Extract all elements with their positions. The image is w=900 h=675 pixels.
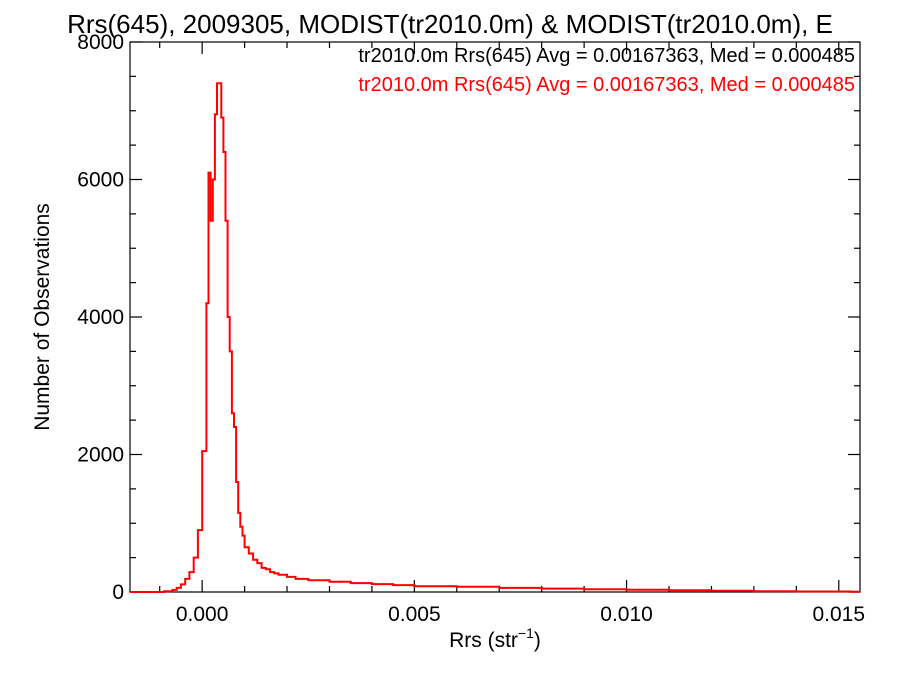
y-tick-label: 6000 [77,169,124,192]
legend-entry-red: tr2010.0m Rrs(645) Avg = 0.00167363, Med… [358,74,855,96]
tick-labels: 0.000 0.005 0.010 0.015 0 2000 4000 6000 8000 [77,31,865,626]
axis-ticks [130,41,860,593]
y-axis-label: Number of Observations [31,203,54,431]
x-tick-label: 0.010 [600,603,653,626]
x-tick-label: 0.000 [176,603,229,626]
x-axis-label-superscript: −1 [518,625,534,641]
legend-entry-black: tr2010.0m Rrs(645) Avg = 0.00167363, Med… [358,45,855,67]
y-tick-label: 0 [112,581,124,604]
x-tick-label: 0.015 [812,603,865,626]
x-axis-label-close: ) [534,629,541,652]
chart-title: Rrs(645), 2009305, MODIST(tr2010.0m) & M… [67,9,833,39]
x-axis-label: Rrs (str−1) [449,625,541,652]
histogram-series-line [130,82,860,593]
x-axis-label-main: Rrs (str [449,629,518,652]
y-tick-label: 2000 [77,444,124,467]
x-tick-label: 0.005 [388,603,441,626]
y-tick-label: 4000 [77,306,124,329]
plot-frame [129,41,861,593]
y-tick-label: 8000 [77,31,124,54]
